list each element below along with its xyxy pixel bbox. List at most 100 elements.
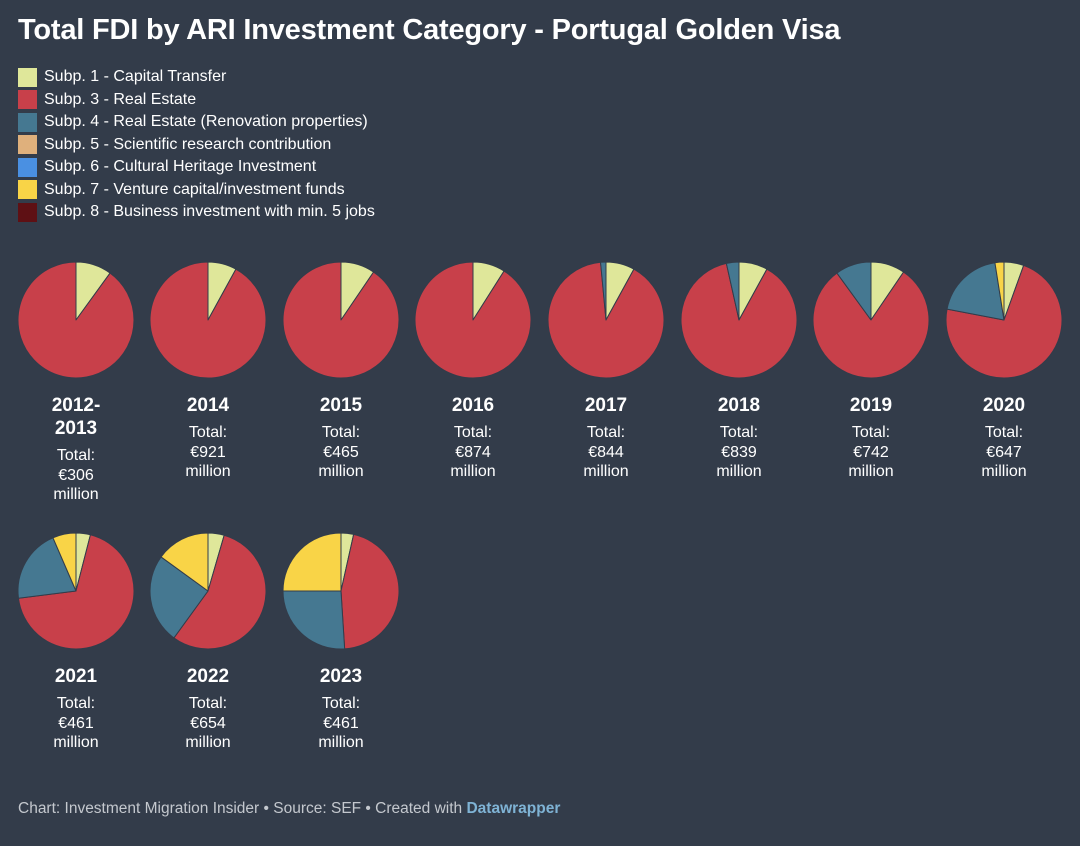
legend-swatch-cultural-heritage	[18, 157, 37, 177]
pie-chart-2012-2013	[17, 261, 135, 379]
pie-chart-2019	[812, 261, 930, 379]
pie-slice-2023-venture-capital-investment-funds	[282, 532, 342, 592]
pie-total-prefix: Total:	[56, 447, 96, 464]
pie-slice-2018-real-estate	[680, 262, 798, 379]
pie-total-unit: million	[185, 463, 231, 480]
pie-cell-2018: 2018 Total: €839 million	[673, 261, 805, 482]
pie-slice-2020-real-estate	[945, 264, 1063, 379]
pie-slice-2022-real-estate-renovation-properties	[149, 556, 209, 639]
pie-slice-2019-real-estate-renovation-properties	[836, 261, 872, 321]
legend-swatch-capital-transfer	[18, 67, 37, 87]
pie-total-label: Total: €844 million	[540, 423, 672, 482]
pie-chart-2014	[149, 261, 267, 379]
pie-cell-2017: 2017 Total: €844 million	[540, 261, 672, 482]
pie-cell-2015: 2015 Total: €465 million	[275, 261, 407, 482]
pie-cell-2020: 2020 Total: €647 million	[938, 261, 1070, 482]
legend-swatch-research	[18, 135, 37, 155]
pie-total-prefix: Total:	[321, 695, 361, 712]
pie-total-label: Total: €465 million	[275, 423, 407, 482]
footer-credit: Chart: Investment Migration Insider • So…	[18, 800, 467, 817]
pie-year-label: 2018	[717, 395, 761, 416]
pie-cell-2012-2013: 2012-2013 Total: €306 million	[10, 261, 142, 505]
pie-total-label: Total: €654 million	[142, 694, 274, 753]
pie-slice-2018-real-estate-renovation-properties	[725, 261, 740, 321]
legend-item-cultural-heritage: Subp. 6 - Cultural Heritage Investment	[18, 156, 375, 179]
pie-year-label: 2019	[849, 395, 893, 416]
pie-total-label: Total: €742 million	[805, 423, 937, 482]
pie-total-value: €306	[58, 466, 94, 484]
legend-label-renovation: Subp. 4 - Real Estate (Renovation proper…	[44, 113, 368, 131]
pie-total-unit: million	[583, 463, 629, 480]
pie-total-unit: million	[53, 734, 99, 751]
pie-slice-2020-venture-capital-investment-funds	[994, 261, 1005, 321]
legend-swatch-venture-capital	[18, 180, 37, 200]
pie-total-value: €839	[721, 443, 757, 461]
pie-cell-2016: 2016 Total: €874 million	[407, 261, 539, 482]
pie-chart-2020	[945, 261, 1063, 379]
pie-chart-2022	[149, 532, 267, 650]
legend-item-renovation: Subp. 4 - Real Estate (Renovation proper…	[18, 111, 375, 134]
pie-total-label: Total: €839 million	[673, 423, 805, 482]
pie-total-label: Total: €306 million	[10, 446, 142, 505]
pie-year-label: 2017	[584, 395, 628, 416]
pie-chart-2018	[680, 261, 798, 379]
pie-chart-2017	[547, 261, 665, 379]
pie-year-label: 2015	[319, 395, 363, 416]
pie-slice-2021-real-estate-renovation-properties	[17, 537, 77, 599]
pie-year-label: 2022	[186, 666, 230, 687]
pie-total-prefix: Total:	[188, 424, 228, 441]
pie-chart-2021	[17, 532, 135, 650]
pie-total-prefix: Total:	[719, 424, 759, 441]
pie-total-unit: million	[981, 463, 1027, 480]
pie-total-value: €461	[58, 714, 94, 732]
pie-total-label: Total: €874 million	[407, 423, 539, 482]
chart-footer: Chart: Investment Migration Insider • So…	[18, 800, 560, 818]
pie-slice-2021-venture-capital-investment-funds	[52, 532, 77, 592]
pie-total-value: €465	[323, 443, 359, 461]
pie-slice-2015-real-estate	[282, 261, 400, 379]
legend-item-capital-transfer: Subp. 1 - Capital Transfer	[18, 66, 375, 89]
pie-slice-2023-real-estate	[340, 533, 400, 650]
pie-slice-2022-real-estate	[173, 534, 267, 650]
legend-label-venture-capital: Subp. 7 - Venture capital/investment fun…	[44, 180, 345, 198]
pie-slice-2014-real-estate	[149, 261, 267, 379]
pie-total-value: €461	[323, 714, 359, 732]
legend-item-real-estate: Subp. 3 - Real Estate	[18, 89, 375, 112]
pie-slice-2021-real-estate	[17, 534, 135, 650]
pie-total-prefix: Total:	[453, 424, 493, 441]
datawrapper-link[interactable]: Datawrapper	[466, 800, 561, 817]
pie-year-label: 2023	[319, 666, 363, 687]
pie-total-unit: million	[318, 463, 364, 480]
pie-total-value: €654	[190, 714, 226, 732]
pie-year-label: 2020	[982, 395, 1026, 416]
legend-label-real-estate: Subp. 3 - Real Estate	[44, 90, 197, 108]
pie-total-unit: million	[716, 463, 762, 480]
legend-label-capital-transfer: Subp. 1 - Capital Transfer	[44, 68, 227, 86]
legend-swatch-business-investment	[18, 202, 37, 222]
pie-slice-2022-venture-capital-investment-funds	[160, 532, 209, 592]
pie-total-prefix: Total:	[586, 424, 626, 441]
pie-total-unit: million	[53, 486, 99, 503]
pie-year-label: 2014	[186, 395, 230, 416]
pie-chart-2015	[282, 261, 400, 379]
pie-slice-2012-2013-real-estate	[17, 261, 135, 379]
chart-title: Total FDI by ARI Investment Category - P…	[18, 14, 841, 46]
pie-total-value: €921	[190, 443, 226, 461]
legend-item-venture-capital: Subp. 7 - Venture capital/investment fun…	[18, 179, 375, 202]
pie-total-prefix: Total:	[984, 424, 1024, 441]
pie-total-unit: million	[450, 463, 496, 480]
pie-total-label: Total: €461 million	[275, 694, 407, 753]
pie-cell-2021: 2021 Total: €461 million	[10, 532, 142, 753]
legend-label-research: Subp. 5 - Scientific research contributi…	[44, 135, 332, 153]
pie-slice-2017-real-estate-renovation-properties	[600, 261, 607, 321]
legend: Subp. 1 - Capital Transfer Subp. 3 - Rea…	[18, 66, 375, 224]
legend-item-business-investment: Subp. 8 - Business investment with min. …	[18, 201, 375, 224]
pie-slice-2023-real-estate-renovation-properties	[282, 590, 346, 650]
pie-cell-2023: 2023 Total: €461 million	[275, 532, 407, 753]
pie-total-value: €844	[588, 443, 624, 461]
pie-total-unit: million	[848, 463, 894, 480]
pie-total-label: Total: €647 million	[938, 423, 1070, 482]
legend-label-cultural-heritage: Subp. 6 - Cultural Heritage Investment	[44, 158, 317, 176]
pie-total-value: €874	[455, 443, 491, 461]
legend-swatch-real-estate	[18, 90, 37, 110]
